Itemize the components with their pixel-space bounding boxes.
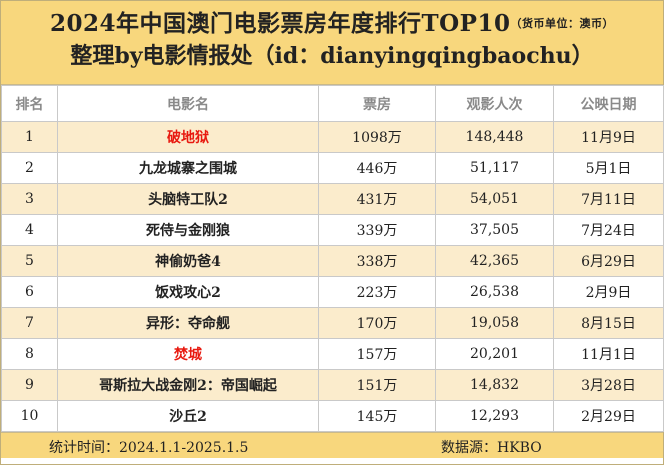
release-date-cell: 11月1日	[553, 338, 664, 370]
box-office-cell: 446万	[318, 152, 436, 184]
column-header-release: 公映日期	[553, 85, 664, 122]
box-office-cell: 157万	[318, 338, 436, 370]
admissions-cell: 14,832	[435, 369, 554, 401]
release-date-cell: 2月29日	[553, 400, 664, 432]
header: 2024年中国澳门电影票房年度排行TOP10（货币单位：澳币） 整理by电影情报…	[1, 1, 663, 85]
table-row: 1 破地狱 1098万 148,448 11月9日	[1, 121, 664, 153]
column-header-admissions: 观影人次	[435, 85, 554, 122]
admissions-cell: 26,538	[435, 276, 554, 308]
rank-cell: 9	[1, 369, 58, 401]
rank-cell: 10	[1, 400, 58, 432]
title-cell: 破地狱	[57, 121, 319, 153]
box-office-cell: 339万	[318, 214, 436, 246]
table-row: 4 死侍与金刚狼 339万 37,505 7月24日	[1, 214, 664, 246]
release-date-cell: 2月9日	[553, 276, 664, 308]
admissions-cell: 12,293	[435, 400, 554, 432]
admissions-cell: 20,201	[435, 338, 554, 370]
table-row: 10 沙丘2 145万 12,293 2月29日	[1, 400, 664, 432]
rank-cell: 8	[1, 338, 58, 370]
box-office-table: 排名 电影名 票房 观影人次 公映日期 1 破地狱 1098万 148,448 11月9…	[1, 85, 664, 432]
release-date-cell: 3月28日	[553, 369, 664, 401]
admissions-cell: 37,505	[435, 214, 554, 246]
box-office-cell: 145万	[318, 400, 436, 432]
title-cell: 沙丘2	[57, 400, 319, 432]
table-row: 3 头脑特工队2 431万 54,051 7月11日	[1, 183, 664, 215]
table-row: 2 九龙城寨之围城 446万 51,117 5月1日	[1, 152, 664, 184]
admissions-cell: 42,365	[435, 245, 554, 277]
table-row: 8 焚城 157万 20,201 11月1日	[1, 338, 664, 370]
table-body: 1 破地狱 1098万 148,448 11月9日 2 九龙城寨之围城 446万 51,117 5…	[1, 121, 664, 432]
rank-cell: 3	[1, 183, 58, 215]
footer: 统计时间：2024.1.1-2025.1.5 数据源：HKBO	[1, 432, 663, 458]
page-subtitle: 整理by电影情报处（id：dianyingqingbaochu）	[70, 43, 594, 69]
box-office-cell: 431万	[318, 183, 436, 215]
release-date-cell: 8月15日	[553, 307, 664, 339]
rank-cell: 6	[1, 276, 58, 308]
admissions-cell: 148,448	[435, 121, 554, 153]
table-header-row: 排名 电影名 票房 观影人次 公映日期	[1, 85, 664, 122]
title-text: 2024年中国澳门电影票房年度排行TOP10	[50, 10, 511, 37]
title-cell: 焚城	[57, 338, 319, 370]
box-office-cell: 151万	[318, 369, 436, 401]
currency-note: （货币单位：澳币）	[510, 17, 614, 30]
column-header-rank: 排名	[1, 85, 58, 122]
column-header-box-office: 票房	[318, 85, 436, 122]
box-office-cell: 338万	[318, 245, 436, 277]
box-office-cell: 223万	[318, 276, 436, 308]
title-cell: 神偷奶爸4	[57, 245, 319, 277]
stats-period: 统计时间：2024.1.1-2025.1.5	[49, 440, 249, 456]
table-row: 9 哥斯拉大战金刚2：帝国崛起 151万 14,832 3月28日	[1, 369, 664, 401]
title-cell: 死侍与金刚狼	[57, 214, 319, 246]
data-source: 数据源：HKBO	[441, 440, 542, 456]
admissions-cell: 19,058	[435, 307, 554, 339]
admissions-cell: 54,051	[435, 183, 554, 215]
title-cell: 异形：夺命舰	[57, 307, 319, 339]
release-date-cell: 7月11日	[553, 183, 664, 215]
release-date-cell: 6月29日	[553, 245, 664, 277]
table-row: 6 饭戏攻心2 223万 26,538 2月9日	[1, 276, 664, 308]
box-office-cell: 1098万	[318, 121, 436, 153]
rank-cell: 4	[1, 214, 58, 246]
rank-cell: 1	[1, 121, 58, 153]
rank-cell: 2	[1, 152, 58, 184]
release-date-cell: 7月24日	[553, 214, 664, 246]
rank-cell: 5	[1, 245, 58, 277]
page-title: 2024年中国澳门电影票房年度排行TOP10（货币单位：澳币）	[1, 1, 663, 39]
box-office-cell: 170万	[318, 307, 436, 339]
table-row: 5 神偷奶爸4 338万 42,365 6月29日	[1, 245, 664, 277]
title-cell: 头脑特工队2	[57, 183, 319, 215]
title-cell: 饭戏攻心2	[57, 276, 319, 308]
admissions-cell: 51,117	[435, 152, 554, 184]
table-row: 7 异形：夺命舰 170万 19,058 8月15日	[1, 307, 664, 339]
column-header-title: 电影名	[57, 85, 319, 122]
title-cell: 哥斯拉大战金刚2：帝国崛起	[57, 369, 319, 401]
rank-cell: 7	[1, 307, 58, 339]
release-date-cell: 5月1日	[553, 152, 664, 184]
release-date-cell: 11月9日	[553, 121, 664, 153]
title-cell: 九龙城寨之围城	[57, 152, 319, 184]
